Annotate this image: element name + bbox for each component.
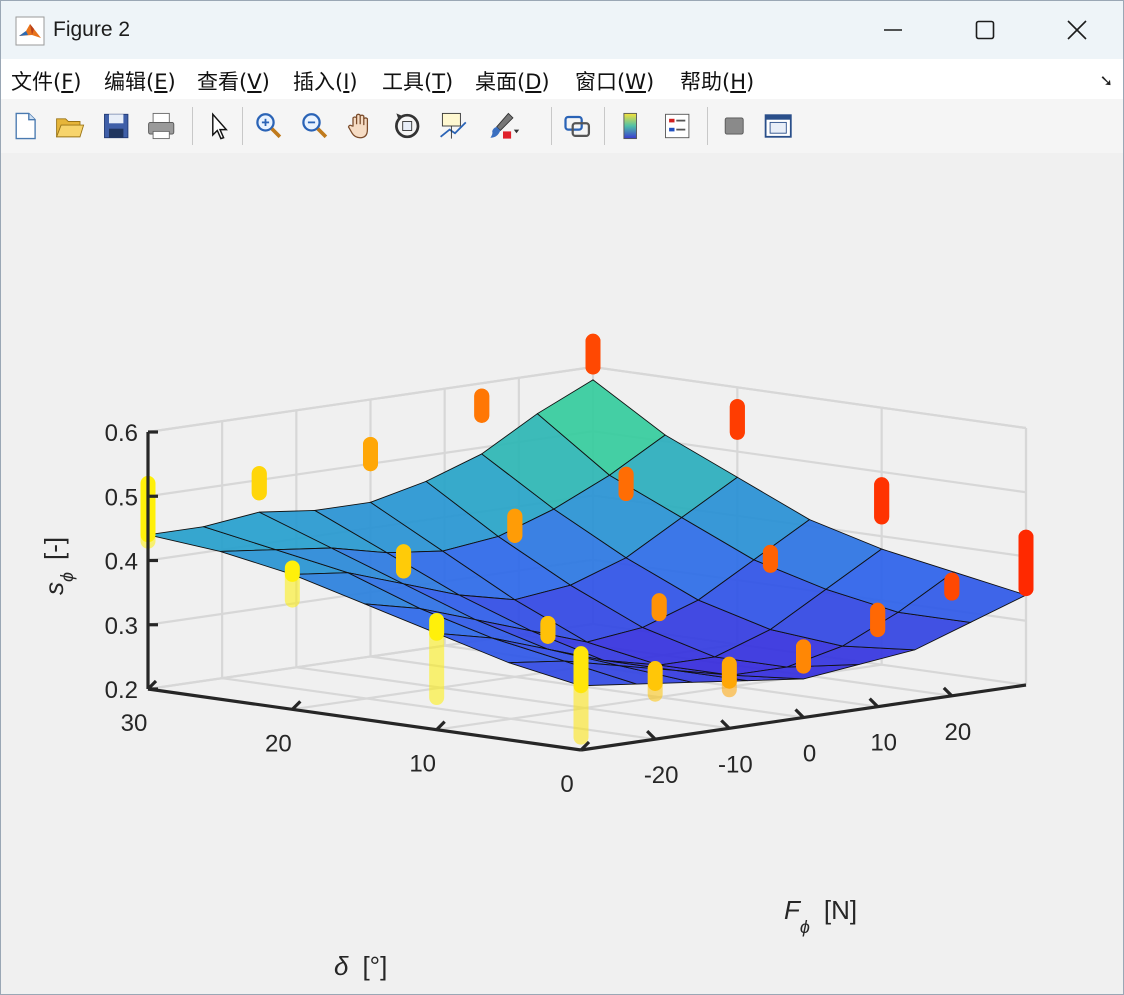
window-title: Figure 2 — [53, 18, 131, 41]
z-axis-label: sϕ [-] — [39, 537, 77, 595]
hide-tools-icon — [724, 117, 744, 135]
y-tick — [435, 720, 446, 731]
rotate-3d-button[interactable] — [391, 108, 427, 144]
close-button[interactable] — [1031, 1, 1123, 59]
y-tick-label: 10 — [409, 751, 436, 778]
colorbar-icon — [623, 112, 637, 140]
new-file-icon — [15, 112, 36, 140]
pointer-button[interactable] — [202, 108, 238, 144]
y-tick-label: 20 — [265, 730, 292, 757]
z-tick-label: 0.3 — [105, 613, 138, 640]
menu-bar: 帮助(H) 窗口(W) 桌面(D) 工具(T) 插入(I) 查看(V) 编辑(E) 文件(F)… — [1, 59, 1123, 99]
pointer-icon — [212, 112, 228, 140]
toolbar-separator — [551, 107, 552, 145]
surface-chart[interactable]: -20 -10 0 10 20 0 10 20 30 0.2 0.3 0.4 0.5 0.6 Fϕ [N] δ… — [1, 153, 1123, 994]
x-tick-label: -20 — [644, 762, 679, 789]
z-axis-symbol: s — [39, 582, 69, 595]
data-tips-button[interactable] — [437, 108, 473, 144]
x-axis-label: Fϕ [N] — [784, 895, 857, 937]
y-tick-label: 30 — [121, 710, 148, 737]
x-axis-symbol: F — [784, 895, 802, 925]
data-tips-icon — [440, 112, 467, 139]
legend-icon — [665, 113, 690, 139]
x-tick — [720, 719, 731, 730]
x-tick-label: 0 — [803, 741, 816, 768]
grid-line — [592, 365, 1027, 430]
x-tick — [942, 686, 953, 697]
pan-hand-button[interactable] — [344, 108, 380, 144]
grid-line — [296, 666, 730, 730]
menu-insert[interactable]: 插入(I) — [293, 70, 358, 94]
y-axis-unit: [°] — [362, 951, 387, 981]
z-axis-subscript: ϕ — [57, 572, 77, 582]
y-tick — [579, 740, 591, 752]
hide-tools-button[interactable] — [718, 108, 754, 144]
rotate-3d-icon — [395, 113, 420, 139]
matlab-logo-icon — [15, 16, 45, 46]
surface-patch — [897, 571, 1028, 623]
maximize-icon — [975, 20, 995, 40]
y-axis-line — [147, 687, 582, 752]
pan-hand-icon — [347, 113, 369, 139]
x-tick-label: -10 — [718, 751, 753, 778]
z-tick-label: 0.2 — [105, 677, 138, 704]
minimize-button[interactable] — [847, 1, 939, 59]
close-icon — [1067, 20, 1087, 40]
menu-help[interactable]: 帮助(H) — [680, 70, 755, 94]
y-axis-symbol: δ — [334, 951, 349, 981]
x-axis-unit: [N] — [824, 895, 857, 925]
save-button[interactable] — [100, 108, 136, 144]
z-axis-unit: [-] — [39, 537, 69, 560]
title-bar[interactable]: Figure 2 — [1, 1, 1123, 59]
zoom-in-icon — [256, 113, 282, 139]
x-axis-subscript: ϕ — [800, 917, 810, 937]
z-tick-label: 0.5 — [105, 484, 138, 511]
link-plot-button[interactable] — [561, 108, 597, 144]
open-folder-icon — [55, 118, 85, 138]
save-icon — [104, 113, 129, 139]
dock-icon — [764, 114, 792, 138]
plot-area[interactable]: -20 -10 0 10 20 0 10 20 30 0.2 0.3 0.4 0.5 0.6 Fϕ [N] δ… — [1, 153, 1123, 994]
y-tick-label: 0 — [560, 771, 573, 798]
dock-button[interactable] — [762, 108, 798, 144]
print-icon — [148, 112, 175, 140]
legend-button[interactable] — [661, 108, 697, 144]
brush-icon — [490, 112, 520, 139]
zoom-out-icon — [302, 113, 328, 139]
x-tick-label: 10 — [870, 730, 897, 757]
menu-expand-icon[interactable]: ➘ — [1099, 71, 1113, 90]
maximize-button[interactable] — [939, 1, 1031, 59]
toolbar-separator — [707, 107, 708, 145]
link-plot-icon — [564, 115, 591, 138]
toolbar-separator — [242, 107, 243, 145]
figure-toolbar — [1, 99, 1123, 154]
print-button[interactable] — [145, 108, 181, 144]
menu-tools[interactable]: 工具(T) — [382, 70, 454, 94]
minimize-icon — [884, 29, 902, 31]
menu-file[interactable]: 文件(F) — [11, 70, 82, 94]
y-tick — [291, 700, 302, 711]
z-tick-label: 0.6 — [105, 420, 138, 447]
y-axis-label: δ [°] — [334, 951, 387, 981]
menu-view[interactable]: 查看(V) — [197, 70, 270, 94]
brush-button[interactable] — [485, 108, 521, 144]
menu-window[interactable]: 窗口(W) — [575, 70, 655, 94]
x-tick — [868, 697, 879, 708]
menu-desktop[interactable]: 桌面(D) — [475, 70, 550, 94]
toolbar-separator — [192, 107, 193, 145]
x-tick-label: 20 — [944, 719, 971, 746]
menu-edit[interactable]: 编辑(E) — [104, 70, 176, 94]
x-tick — [794, 708, 805, 719]
x-tick — [646, 730, 657, 741]
z-tick-label: 0.4 — [105, 549, 138, 576]
colorbar-button[interactable] — [614, 108, 650, 144]
open-folder-button[interactable] — [53, 108, 89, 144]
new-file-button[interactable] — [9, 108, 45, 144]
toolbar-separator — [604, 107, 605, 145]
grid-line — [147, 365, 594, 434]
zoom-out-button[interactable] — [298, 108, 334, 144]
zoom-in-button[interactable] — [252, 108, 288, 144]
